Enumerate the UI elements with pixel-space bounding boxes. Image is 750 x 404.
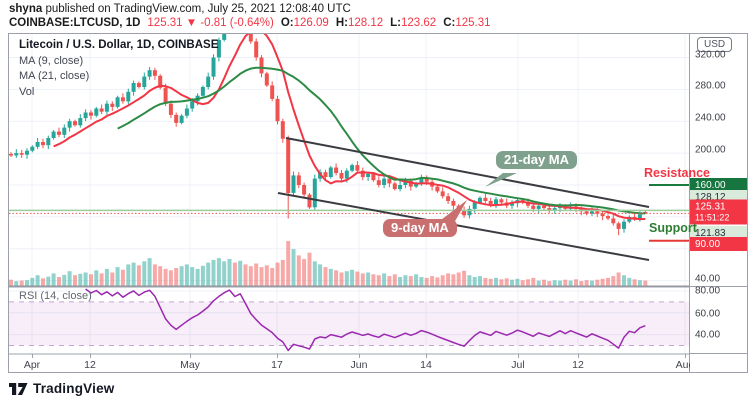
low-label: L: bbox=[390, 17, 402, 29]
price-axis[interactable]: USD 320.00 280.00 240.00 200.00 160.00 128.12… bbox=[690, 33, 748, 373]
legend-symbol-title[interactable]: Litecoin / U.S. Dollar, 1D, COINBASE bbox=[19, 39, 219, 51]
support-label[interactable]: Support bbox=[649, 221, 697, 235]
chart-surface[interactable]: Litecoin / U.S. Dollar, 1D, COINBASE MA … bbox=[8, 33, 694, 373]
price-level-badge: 160.00 bbox=[690, 178, 747, 192]
high-value: 128.12 bbox=[347, 17, 384, 29]
last-price-change: 125.31 ▼ -0.81 (-0.64%) bbox=[147, 17, 274, 29]
tradingview-logo[interactable]: TradingView bbox=[9, 381, 114, 396]
time-axis-tick bbox=[359, 354, 360, 358]
high-label: H: bbox=[335, 17, 348, 29]
time-axis-tick bbox=[426, 354, 427, 358]
price-axis-tick: 40.00 bbox=[695, 329, 721, 341]
price-axis-tick: 320.00 bbox=[695, 49, 726, 61]
time-axis-label: 12 bbox=[84, 359, 96, 371]
close-label: C: bbox=[443, 17, 456, 29]
countdown-timer: 11:51:22 bbox=[695, 212, 730, 222]
price-level-lines bbox=[9, 209, 689, 214]
author-name: shyna bbox=[9, 3, 43, 15]
time-axis-label: 17 bbox=[271, 359, 283, 371]
symbol-text: COINBASE:LTCUSD, 1D bbox=[9, 17, 141, 29]
time-axis-tick bbox=[578, 354, 579, 358]
pane-separators bbox=[9, 286, 689, 355]
volume-bars bbox=[9, 241, 689, 287]
price-axis-tick: 280.00 bbox=[695, 80, 726, 92]
rsi-line bbox=[85, 288, 646, 352]
tradingview-logo-text: TradingView bbox=[33, 381, 115, 396]
published-line: shyna published on TradingView.com, July… bbox=[9, 3, 351, 15]
time-axis-tick bbox=[685, 354, 686, 358]
resistance-label[interactable]: Resistance bbox=[644, 166, 711, 180]
price-axis-tick: 60.00 bbox=[695, 308, 721, 320]
ma21-line bbox=[117, 66, 646, 215]
rsi-band bbox=[9, 301, 689, 346]
time-axis-label: May bbox=[180, 359, 200, 371]
legend-ma21[interactable]: MA (21, close) bbox=[19, 70, 90, 82]
low-value: 123.62 bbox=[401, 17, 437, 29]
chart-canvas bbox=[9, 34, 689, 355]
open-value: 126.09 bbox=[293, 17, 329, 29]
price-level-badge: 90.00 bbox=[690, 237, 747, 251]
quote-line: COINBASE:LTCUSD, 1D 125.31 ▼ -0.81 (-0.64… bbox=[9, 17, 491, 29]
rsi-legend[interactable]: RSI (14, close) bbox=[19, 290, 92, 302]
time-axis-label: Apr bbox=[23, 359, 41, 371]
axis-separator bbox=[690, 353, 747, 354]
legend-vol[interactable]: Vol bbox=[19, 85, 35, 98]
published-text: published on TradingView.com, July 25, 2… bbox=[42, 3, 351, 15]
tradingview-logo-icon bbox=[9, 382, 28, 395]
ma9-line bbox=[53, 34, 646, 221]
price-axis-tick: 80.00 bbox=[695, 285, 721, 297]
time-axis-tick bbox=[32, 354, 33, 358]
open-label: O: bbox=[280, 17, 294, 29]
time-axis-label: Jul bbox=[511, 359, 525, 371]
time-axis-tick bbox=[90, 354, 91, 358]
time-axis-tick bbox=[518, 354, 519, 358]
candles bbox=[9, 34, 648, 236]
ma21-callout[interactable]: 21-day MA bbox=[496, 151, 578, 169]
price-axis-tick: 40.00 bbox=[695, 273, 721, 285]
currency-badge: USD bbox=[697, 37, 733, 52]
trend-channel[interactable] bbox=[277, 137, 650, 261]
panel-separator bbox=[690, 286, 747, 287]
legend-ma9[interactable]: MA (9, close) bbox=[19, 54, 84, 67]
indicator-legend: Litecoin / U.S. Dollar, 1D, COINBASE MA … bbox=[19, 38, 218, 100]
ma9-callout[interactable]: 9-day MA bbox=[383, 219, 457, 237]
time-axis-label: 12 bbox=[572, 359, 584, 371]
last-price-badge: 125.31 11:51:22 bbox=[690, 199, 747, 225]
time-axis-tick bbox=[277, 354, 278, 358]
price-axis-tick: 240.00 bbox=[695, 112, 726, 124]
time-axis-label: Jun bbox=[350, 359, 368, 371]
price-axis-tick: 200.00 bbox=[695, 144, 726, 156]
price-level-badge: 121.83 bbox=[690, 226, 747, 240]
time-axis-label: 14 bbox=[420, 359, 432, 371]
time-axis-tick bbox=[190, 354, 191, 358]
close-value: 125.31 bbox=[455, 17, 491, 29]
time-axis-label: Aug bbox=[675, 359, 695, 371]
